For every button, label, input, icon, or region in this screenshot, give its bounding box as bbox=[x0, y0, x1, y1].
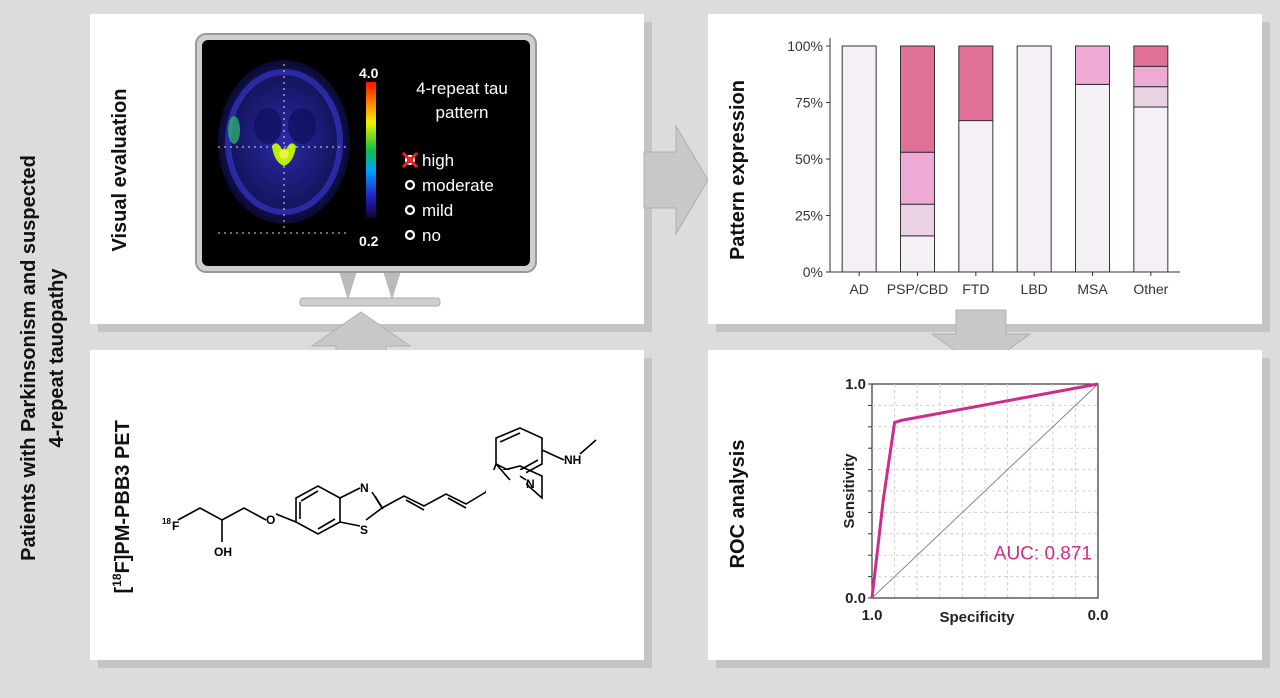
atom-o: O bbox=[266, 513, 275, 527]
roc-curve bbox=[870, 382, 1099, 599]
x-tick-label: FTD bbox=[962, 281, 989, 297]
option-high: high bbox=[422, 151, 454, 170]
atom-oh: OH bbox=[214, 545, 232, 559]
x-tick-label: LBD bbox=[1021, 281, 1048, 297]
stacked-bar-chart: 0% 25% 50% 75% 100% AD PSP/CBD FTD LBD MSA Other bbox=[787, 38, 1180, 297]
y-axis-label: Sensitivity bbox=[841, 453, 858, 529]
bar-segment bbox=[1075, 45, 1110, 85]
x-tick-label: AD bbox=[849, 281, 868, 297]
x-tick-label: 0.0 bbox=[1088, 607, 1109, 624]
bar-segment bbox=[958, 120, 994, 273]
option-radio-high bbox=[404, 154, 416, 166]
legend-title-2: pattern bbox=[436, 103, 489, 122]
option-no: no bbox=[422, 226, 441, 245]
monitor: 4.0 0.2 4-repeat tau pattern high modera… bbox=[195, 33, 537, 307]
pm-pbb3-structure: N S O OH 18 F N NH bbox=[162, 427, 597, 559]
visual-evaluation-title: Visual evaluation bbox=[109, 88, 131, 252]
y-tick-label: 50% bbox=[795, 151, 823, 167]
option-radio-no bbox=[404, 229, 416, 241]
bar-segment bbox=[1016, 45, 1052, 273]
reference-line bbox=[871, 383, 1099, 599]
bar-segment bbox=[1133, 106, 1169, 273]
bar-segment bbox=[900, 235, 935, 273]
option-mild: mild bbox=[422, 201, 453, 220]
x-tick-label: Other bbox=[1133, 281, 1168, 297]
atom-f: F bbox=[172, 519, 179, 533]
atom-s: S bbox=[360, 523, 368, 537]
y-tick-label: 0% bbox=[803, 264, 823, 280]
option-radio-mild bbox=[404, 204, 416, 216]
option-moderate: moderate bbox=[422, 176, 494, 195]
bar-segment bbox=[841, 45, 877, 273]
y-tick-label: 100% bbox=[787, 38, 823, 54]
y-tick-label: 1.0 bbox=[845, 376, 866, 393]
bar-segment bbox=[958, 45, 994, 122]
x-tick-label: 1.0 bbox=[862, 607, 883, 624]
bar-segment bbox=[1075, 83, 1110, 273]
x-tick-label: PSP/CBD bbox=[887, 281, 948, 297]
y-tick-label: 0.0 bbox=[845, 590, 866, 607]
option-radio-moderate bbox=[404, 179, 416, 191]
bar-segment bbox=[900, 151, 935, 205]
y-tick-label: 25% bbox=[795, 208, 823, 224]
scale-min-label: 0.2 bbox=[359, 233, 379, 249]
bar-segment bbox=[900, 45, 935, 153]
scale-max-label: 4.0 bbox=[359, 65, 379, 81]
x-axis-label: Specificity bbox=[939, 609, 1015, 626]
color-scale-bar bbox=[366, 82, 376, 218]
pet-title: [18F]PM-PBB3 PET bbox=[110, 420, 134, 594]
pet-panel bbox=[90, 350, 644, 660]
atom-n-pyridine: N bbox=[526, 477, 535, 491]
bar-segment bbox=[1133, 45, 1169, 67]
monitor-base bbox=[299, 297, 441, 307]
auc-annotation: AUC: 0.871 bbox=[994, 543, 1092, 564]
atom-nh: NH bbox=[564, 453, 581, 467]
bar-segment bbox=[1133, 86, 1169, 108]
selected-x-icon bbox=[401, 151, 419, 169]
bar-segment bbox=[900, 203, 935, 237]
y-tick-label: 75% bbox=[795, 95, 823, 111]
atom-f-sup: 18 bbox=[162, 517, 171, 526]
x-tick-label: MSA bbox=[1077, 281, 1108, 297]
roc-title: ROC analysis bbox=[727, 439, 749, 569]
pattern-title: Pattern expression bbox=[727, 79, 749, 261]
side-label-text: Patients with Parkinsonism and suspected… bbox=[18, 155, 68, 561]
right-arrow bbox=[643, 124, 709, 236]
atom-n-thiazole: N bbox=[360, 481, 369, 495]
monitor-stand bbox=[338, 268, 358, 300]
bar-segment bbox=[1133, 65, 1169, 88]
legend-title-1: 4-repeat tau bbox=[416, 79, 508, 98]
